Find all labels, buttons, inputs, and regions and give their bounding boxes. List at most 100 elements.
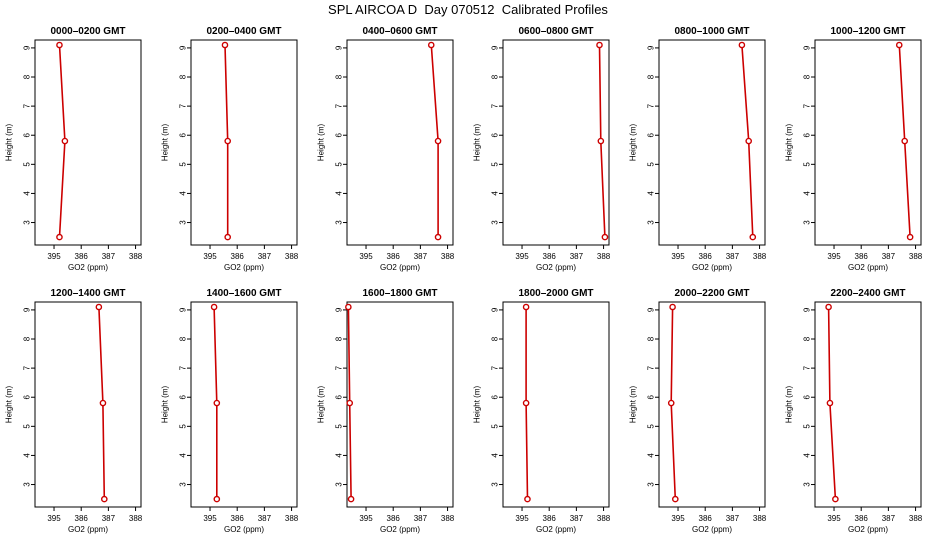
y-tick-label: 4: [491, 191, 500, 196]
x-tick-label: 395: [671, 514, 685, 523]
x-tick-label: 387: [882, 252, 896, 261]
y-tick-label: 5: [491, 162, 500, 167]
y-tick-label: 9: [491, 307, 500, 312]
y-tick-label: 4: [803, 453, 812, 458]
data-point: [99, 399, 107, 407]
y-tick-label: 9: [23, 45, 32, 50]
data-point: [601, 233, 609, 241]
y-tick-label: 8: [335, 336, 344, 341]
page-title: SPL AIRCOA D Day 070512 Calibrated Profi…: [328, 2, 608, 17]
y-tick-label: 7: [491, 103, 500, 108]
plot-frame: [658, 301, 766, 508]
x-tick-label: 387: [726, 514, 740, 523]
x-axis-label: GO2 (ppm): [224, 263, 264, 272]
x-tick-label: 395: [515, 514, 529, 523]
x-axis-label: GO2 (ppm): [848, 525, 888, 534]
data-point: [345, 303, 352, 311]
x-tick-label: 395: [671, 252, 685, 261]
data-point: [213, 495, 221, 503]
data-point: [669, 303, 676, 311]
plot-frame: [346, 301, 454, 508]
chart-panel-4: 0600–0800 GMT 395 386 387 388 GO2 (ppm) 3 4 5 6 7 8…: [473, 26, 611, 272]
data-point: [522, 303, 530, 311]
plot-frame: [814, 301, 922, 508]
data-point: [210, 303, 218, 311]
y-tick-label: 7: [335, 365, 344, 370]
y-tick-label: 7: [179, 103, 188, 108]
y-tick-label: 3: [491, 220, 500, 225]
data-point: [738, 41, 746, 49]
data-point: [901, 137, 908, 145]
y-tick-label: 4: [179, 191, 188, 196]
plot-frame: [34, 39, 142, 246]
chart-panel-2: 0200–0400 GMT 395 386 387 388 GO2 (ppm) 3 4 5 6 7 8…: [161, 26, 299, 272]
y-tick-label: 4: [335, 453, 344, 458]
y-tick-label: 9: [803, 307, 812, 312]
plot-frame: [658, 39, 766, 246]
x-tick-label: 386: [699, 252, 713, 261]
y-axis-label: Height (m): [5, 123, 14, 161]
x-tick-label: 386: [543, 514, 557, 523]
y-tick-label: 6: [647, 394, 656, 399]
y-axis-label: Height (m): [629, 385, 638, 423]
y-tick-label: 6: [179, 132, 188, 137]
chart-panel-7: 1200–1400 GMT 395 386 387 388 GO2 (ppm) 3 4 5 6 7 8…: [5, 288, 143, 534]
panel-title: 0800–1000 GMT: [674, 26, 749, 37]
x-axis-label: GO2 (ppm): [692, 525, 732, 534]
x-tick-label: 387: [570, 514, 584, 523]
x-tick-label: 387: [882, 514, 896, 523]
y-tick-label: 7: [803, 103, 812, 108]
y-tick-label: 9: [179, 307, 188, 312]
data-point: [427, 41, 435, 49]
x-tick-label: 395: [359, 514, 373, 523]
x-axis-label: GO2 (ppm): [380, 263, 420, 272]
plot-frame: [190, 301, 298, 508]
chart-panel-8: 1400–1600 GMT 395 386 387 388 GO2 (ppm) 3 4 5 6 7 8…: [161, 288, 299, 534]
y-tick-label: 5: [335, 424, 344, 429]
x-tick-label: 387: [102, 252, 116, 261]
data-point: [906, 233, 914, 241]
y-axis-label: Height (m): [785, 385, 794, 423]
y-tick-label: 5: [179, 162, 188, 167]
x-tick-label: 387: [726, 252, 740, 261]
x-tick-label: 388: [285, 252, 299, 261]
x-tick-label: 388: [285, 514, 299, 523]
y-tick-label: 3: [179, 220, 188, 225]
panel-title: 0400–0600 GMT: [362, 26, 437, 37]
y-tick-label: 3: [803, 220, 812, 225]
y-tick-label: 7: [647, 365, 656, 370]
x-axis-label: GO2 (ppm): [536, 263, 576, 272]
y-tick-label: 8: [23, 336, 32, 341]
panel-title: 2200–2400 GMT: [830, 288, 905, 299]
y-tick-label: 8: [647, 74, 656, 79]
panel-title: 1600–1800 GMT: [362, 288, 437, 299]
x-tick-label: 386: [387, 252, 401, 261]
y-tick-label: 4: [23, 191, 32, 196]
x-tick-label: 395: [47, 252, 61, 261]
x-tick-label: 386: [75, 514, 89, 523]
x-tick-label: 386: [231, 514, 245, 523]
y-tick-label: 3: [23, 220, 32, 225]
y-tick-label: 8: [647, 336, 656, 341]
x-tick-label: 386: [387, 514, 401, 523]
data-point: [825, 303, 832, 311]
panel-title: 0000–0200 GMT: [50, 26, 125, 37]
x-tick-label: 395: [203, 514, 217, 523]
y-axis-label: Height (m): [473, 123, 482, 161]
y-tick-label: 3: [179, 482, 188, 487]
plot-frame: [346, 39, 454, 246]
y-tick-label: 9: [179, 45, 188, 50]
x-tick-label: 395: [203, 252, 217, 261]
data-point: [596, 41, 603, 49]
x-tick-label: 386: [543, 252, 557, 261]
data-point: [434, 233, 442, 241]
y-tick-label: 8: [491, 74, 500, 79]
data-point: [224, 137, 231, 145]
y-tick-label: 7: [335, 103, 344, 108]
panel-title: 1000–1200 GMT: [830, 26, 905, 37]
y-tick-label: 7: [647, 103, 656, 108]
y-tick-label: 5: [23, 424, 32, 429]
y-tick-label: 9: [335, 45, 344, 50]
y-axis-label: Height (m): [629, 123, 638, 161]
y-tick-label: 9: [647, 45, 656, 50]
